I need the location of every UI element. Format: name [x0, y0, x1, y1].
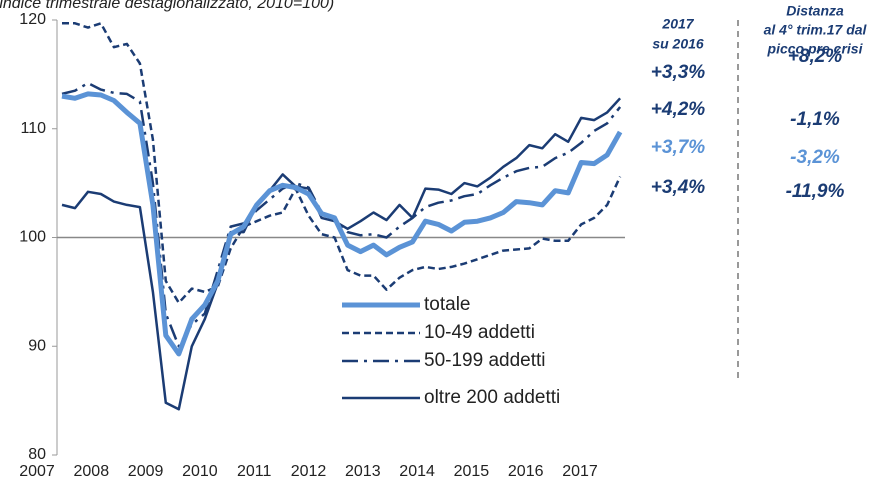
y-tick-label: 100 — [19, 229, 46, 246]
legend-label: 50-199 addetti — [424, 350, 546, 371]
x-tick-label: 2014 — [399, 463, 435, 480]
chart-subtitle: (indice trimestrale destagionalizzato, 2… — [0, 0, 334, 12]
series-line — [61, 97, 622, 411]
series-line — [61, 81, 622, 348]
x-tick-label: 2017 — [562, 463, 598, 480]
x-tick-label: 2011 — [237, 463, 272, 480]
table-header: picco pre crisi — [767, 41, 864, 57]
table-header: al 4° trim.17 dal — [764, 22, 868, 38]
table-cell: +3,7% — [651, 137, 706, 158]
series-line — [61, 91, 623, 357]
x-tick-label: 2016 — [508, 463, 544, 480]
legend-label: totale — [424, 294, 470, 315]
x-tick-label: 2012 — [291, 463, 327, 480]
x-tick-label: 2008 — [74, 463, 110, 480]
x-tick-label: 2013 — [345, 463, 381, 480]
table-cell: -1,1% — [790, 109, 840, 130]
x-tick-label: 2007 — [19, 463, 55, 480]
legend-label: oltre 200 addetti — [424, 387, 560, 408]
y-tick-label: 90 — [28, 337, 46, 354]
table-header: 2017 — [661, 16, 694, 32]
table-cell: +4,2% — [651, 99, 706, 120]
x-tick-label: 2015 — [454, 463, 490, 480]
table-header: su 2016 — [652, 36, 704, 52]
y-tick-label: 120 — [19, 11, 46, 28]
x-tick-label: 2009 — [128, 463, 164, 480]
table-header: Distanza — [786, 3, 844, 19]
table-cell: -3,2% — [790, 147, 840, 168]
y-tick-label: 80 — [28, 446, 46, 463]
table-cell: +8,2% — [788, 46, 843, 67]
table-cell: +3,3% — [651, 62, 706, 83]
series-line — [62, 22, 622, 305]
legend-label: 10-49 addetti — [424, 322, 535, 343]
table-cell: +3,4% — [651, 177, 706, 198]
x-tick-label: 2010 — [182, 463, 218, 480]
y-tick-label: 110 — [20, 120, 46, 137]
table-cell: -11,9% — [786, 181, 845, 202]
